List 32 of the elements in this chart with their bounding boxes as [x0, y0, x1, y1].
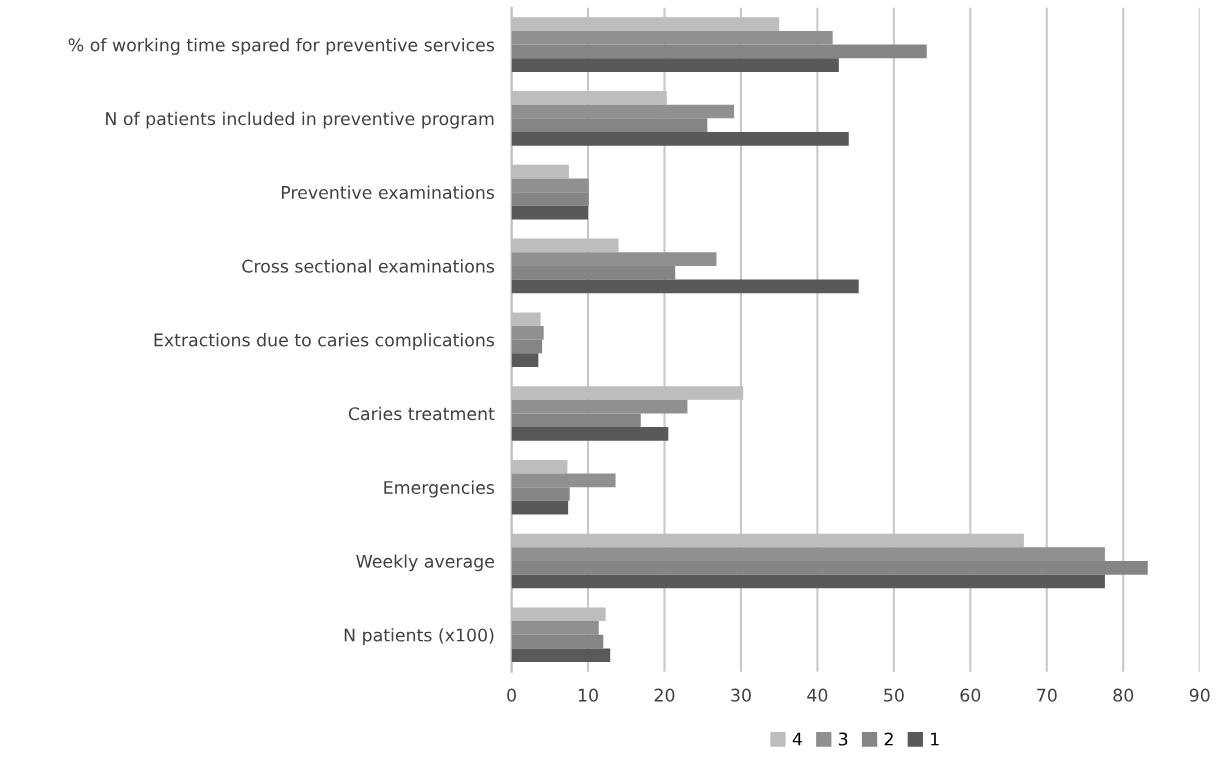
x-tick-label: 90 — [1189, 688, 1210, 702]
legend-label: 1 — [931, 732, 939, 746]
x-tick-label: 20 — [654, 688, 675, 702]
legend-label: 4 — [792, 732, 802, 746]
bar — [511, 353, 539, 367]
y-tick-label: Cross sectional examinations — [242, 259, 495, 273]
y-tick-label: Extractions due to caries complications — [154, 333, 495, 350]
bar — [511, 648, 611, 663]
x-tick-label: 10 — [578, 688, 598, 702]
y-tick-label: Preventive examinations — [281, 185, 495, 199]
y-tick-label: N patients (x100) — [344, 628, 494, 645]
bar — [511, 427, 669, 441]
y-tick-label: Emergencies — [384, 480, 495, 498]
x-tick-label: 60 — [960, 688, 981, 702]
legend-label: 3 — [838, 732, 848, 746]
x-tick-label: 50 — [884, 688, 904, 702]
x-tick-label: 40 — [807, 688, 828, 702]
bar — [511, 132, 849, 146]
legend-label: 2 — [884, 732, 893, 746]
x-tick-label: 80 — [1113, 688, 1134, 702]
bar — [511, 279, 859, 294]
x-tick-label: 70 — [1037, 688, 1057, 702]
bar — [511, 574, 1105, 589]
x-tick-label: 30 — [731, 688, 751, 702]
bar — [511, 58, 839, 72]
bar — [511, 500, 569, 515]
y-tick-label: Caries treatment — [348, 406, 495, 421]
bar — [511, 205, 589, 220]
y-tick-label: % of working time spared for preventive services — [68, 38, 495, 55]
x-tick-label: 0 — [507, 688, 516, 702]
y-tick-label: Weekly average — [356, 554, 494, 572]
y-tick-label: N of patients included in preventive program — [106, 111, 494, 129]
